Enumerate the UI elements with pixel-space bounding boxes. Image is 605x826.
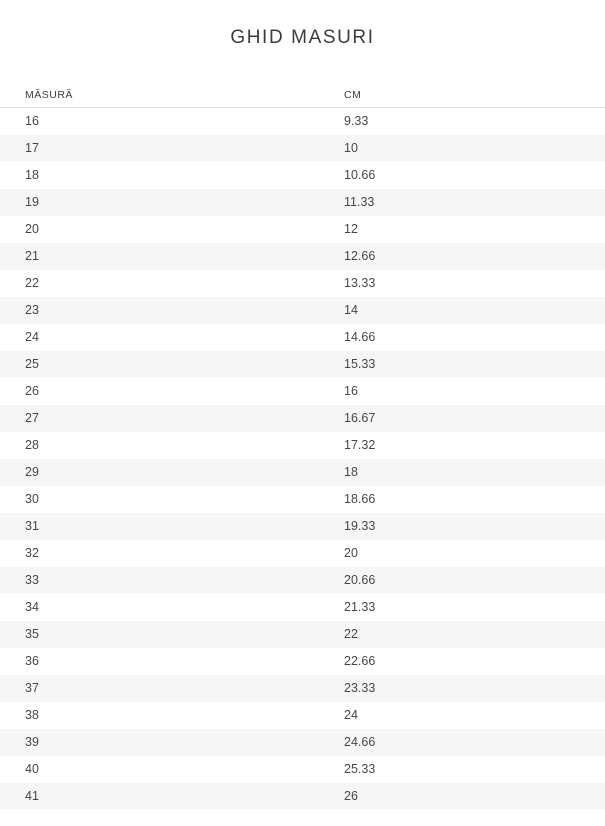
cell-size: 39 — [0, 729, 322, 756]
cell-cm: 24 — [322, 702, 605, 729]
cell-size: 38 — [0, 702, 322, 729]
cell-cm: 17.32 — [322, 432, 605, 459]
table-row: 34 21.33 — [0, 594, 605, 621]
cell-size: 40 — [0, 756, 322, 783]
table-row: 27 16.67 — [0, 405, 605, 432]
cell-size: 20 — [0, 216, 322, 243]
cell-size: 19 — [0, 189, 322, 216]
table-row: 21 12.66 — [0, 243, 605, 270]
table-header: MĂSURĂ CM — [0, 79, 605, 108]
cell-size: 35 — [0, 621, 322, 648]
table-header-row: MĂSURĂ CM — [0, 79, 605, 108]
cell-cm: 23.33 — [322, 675, 605, 702]
table-row: 28 17.32 — [0, 432, 605, 459]
cell-size: 24 — [0, 324, 322, 351]
table-row: 33 20.66 — [0, 567, 605, 594]
cell-size: 37 — [0, 675, 322, 702]
table-row: 32 20 — [0, 540, 605, 567]
cell-cm: 15.33 — [322, 351, 605, 378]
table-row: 31 19.33 — [0, 513, 605, 540]
cell-cm: 12 — [322, 216, 605, 243]
cell-size: 27 — [0, 405, 322, 432]
cell-size: 22 — [0, 270, 322, 297]
table-row: 39 24.66 — [0, 729, 605, 756]
cell-cm: 18.66 — [322, 486, 605, 513]
cell-size: 21 — [0, 243, 322, 270]
cell-cm: 21.33 — [322, 594, 605, 621]
cell-size: 34 — [0, 594, 322, 621]
cell-cm: 20.66 — [322, 567, 605, 594]
cell-cm: 22 — [322, 621, 605, 648]
table-row: 36 22.66 — [0, 648, 605, 675]
cell-size: 36 — [0, 648, 322, 675]
cell-size: 30 — [0, 486, 322, 513]
cell-size: 32 — [0, 540, 322, 567]
cell-cm: 16.67 — [322, 405, 605, 432]
cell-cm: 22.66 — [322, 648, 605, 675]
cell-size: 41 — [0, 783, 322, 810]
cell-size: 23 — [0, 297, 322, 324]
cell-size: 31 — [0, 513, 322, 540]
cell-cm: 18 — [322, 459, 605, 486]
cell-cm: 13.33 — [322, 270, 605, 297]
table-body: 16 9.33 17 10 18 10.66 19 11.33 20 12 21 12.66 22 13.… — [0, 107, 605, 810]
column-header-size: MĂSURĂ — [0, 79, 322, 108]
table-row: 38 24 — [0, 702, 605, 729]
cell-cm: 24.66 — [322, 729, 605, 756]
table-row: 16 9.33 — [0, 107, 605, 135]
cell-size: 28 — [0, 432, 322, 459]
cell-cm: 16 — [322, 378, 605, 405]
cell-cm: 14.66 — [322, 324, 605, 351]
cell-cm: 14 — [322, 297, 605, 324]
page-title: GHID MASURI — [230, 27, 375, 48]
cell-cm: 10.66 — [322, 162, 605, 189]
cell-size: 33 — [0, 567, 322, 594]
table-row: 29 18 — [0, 459, 605, 486]
cell-size: 25 — [0, 351, 322, 378]
table-row: 24 14.66 — [0, 324, 605, 351]
cell-size: 18 — [0, 162, 322, 189]
size-guide-table: MĂSURĂ CM 16 9.33 17 10 18 10.66 19 11.33 20 12 21… — [0, 79, 605, 810]
table-row: 22 13.33 — [0, 270, 605, 297]
cell-size: 29 — [0, 459, 322, 486]
table-row: 23 14 — [0, 297, 605, 324]
cell-cm: 25.33 — [322, 756, 605, 783]
table-row: 26 16 — [0, 378, 605, 405]
cell-size: 26 — [0, 378, 322, 405]
table-row: 30 18.66 — [0, 486, 605, 513]
table-row: 18 10.66 — [0, 162, 605, 189]
table-row: 40 25.33 — [0, 756, 605, 783]
cell-cm: 11.33 — [322, 189, 605, 216]
cell-cm: 10 — [322, 135, 605, 162]
cell-cm: 26 — [322, 783, 605, 810]
table-row: 20 12 — [0, 216, 605, 243]
table-row: 25 15.33 — [0, 351, 605, 378]
table-row: 19 11.33 — [0, 189, 605, 216]
table-row: 37 23.33 — [0, 675, 605, 702]
cell-cm: 19.33 — [322, 513, 605, 540]
column-header-cm: CM — [322, 79, 605, 108]
cell-size: 16 — [0, 107, 322, 135]
table-row: 35 22 — [0, 621, 605, 648]
cell-cm: 12.66 — [322, 243, 605, 270]
cell-size: 17 — [0, 135, 322, 162]
table-row: 17 10 — [0, 135, 605, 162]
cell-cm: 9.33 — [322, 107, 605, 135]
table-row: 41 26 — [0, 783, 605, 810]
cell-cm: 20 — [322, 540, 605, 567]
